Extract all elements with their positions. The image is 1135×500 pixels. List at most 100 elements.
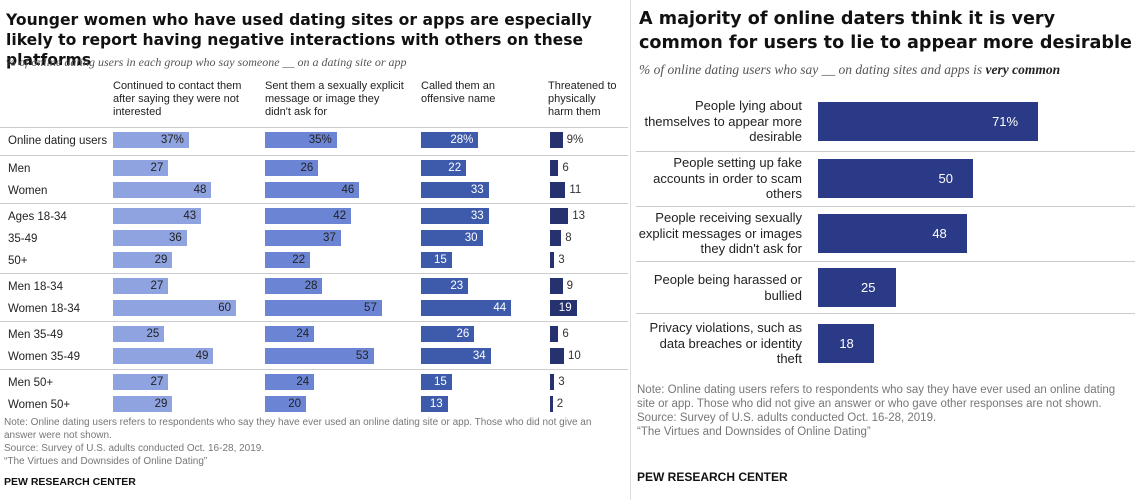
bar [421,374,452,390]
bar [421,208,489,224]
bar-value-label: 23 [450,280,464,292]
category-label: People being harassed or bullied [653,272,802,303]
bar [113,300,236,316]
subtitle-text: % of online dating users who say __ on d… [639,62,986,77]
group-separator [0,155,628,156]
left-chart-panel: Younger women who have used dating sites… [0,11,628,488]
bar [421,182,489,198]
bar-value-label: 53 [355,350,369,362]
subtitle-emphasis: very common [985,62,1061,77]
bar [550,132,563,148]
bar-value-label: 48 [193,184,207,196]
bar [265,396,306,412]
bar-value-label: 6 [562,328,569,340]
bar [113,182,212,198]
bar-value-label: 42 [333,210,347,222]
category-label: People setting up fake accounts in order… [653,155,802,201]
row-label: Men [8,163,31,175]
panel-divider [630,0,631,500]
bar [265,160,319,176]
column-header-3: Called them an offensive name [421,80,496,105]
bar [550,252,555,268]
bar-value-label: 46 [341,184,355,196]
bar-value-label: 24 [296,376,310,388]
left-chart-note: Note: Online dating users refers to resp… [4,416,624,468]
bar [113,374,169,390]
bar [550,230,562,246]
right-chart-subtitle: % of online dating users who say __ on d… [639,62,1060,78]
bar [550,208,569,224]
bar-value-label: 15 [433,376,447,388]
bar-value-label: 29 [154,398,168,410]
bar-value-label: 8 [565,232,572,244]
bar-value-label: 27 [150,376,164,388]
bar-value-label: 34 [472,350,486,362]
bar-value-label: 6 [562,162,569,174]
bar-value-label: 35% [308,134,332,146]
bar-value-label: 37 [323,232,336,244]
bar [113,230,187,246]
left-chart-title: Younger women who have used dating sites… [6,11,592,69]
bar-value-label: 60 [218,302,231,314]
row-label: Online dating users [8,135,108,147]
bar [113,160,169,176]
bar-value-label: 27 [150,162,164,174]
bar-value-label: 33 [470,210,484,222]
bar-value-label: 2 [556,398,564,410]
bar [265,300,382,316]
bar-value-label: 22 [448,162,462,174]
bar-value-label: 18 [839,336,854,351]
row-label: Women 35-49 [8,351,81,363]
column-header-1: Continued to contact them after saying t… [113,80,242,118]
row-label: Women [8,185,48,197]
bar [818,214,967,253]
bar [113,208,202,224]
group-separator [0,127,628,128]
category-label: People receiving sexually explicit messa… [638,210,802,256]
bar [818,324,874,363]
row-separator [636,206,1135,207]
column-header-2: Sent them a sexually explicit message or… [265,80,404,118]
right-chart-title: A majority of online daters think it is … [639,9,1132,53]
source-text: Source: Survey of U.S. adults conducted … [637,412,937,424]
bar [818,102,1039,141]
bar-value-label: 25 [146,328,160,340]
pew-brand-label: PEW RESEARCH CENTER [4,476,136,488]
bar-value-label: 11 [569,184,582,196]
bar [421,396,448,412]
bar-value-label: 13 [429,398,443,410]
bar [818,268,896,307]
row-separator [636,151,1135,152]
row-label: Ages 18-34 [8,211,67,223]
category-label: People lying about themselves to appear … [644,98,802,144]
bar [265,374,315,390]
bar-value-label: 9 [566,280,573,292]
column-header-4: Threatened to physically harm them [548,80,617,118]
bar-value-label: 3 [558,254,565,266]
bar [421,300,512,316]
note-text: Note: Online dating users refers to resp… [637,384,1116,410]
bar [265,230,341,246]
category-label: Privacy violations, such as data breache… [649,320,802,366]
row-label: Men 50+ [8,377,54,389]
bar [421,348,491,364]
bar-value-label: 13 [572,210,585,222]
row-label: Men 35-49 [8,329,63,341]
bar [421,278,469,294]
bar [550,300,577,316]
bar-value-label: 57 [364,302,377,314]
bar [550,374,555,390]
bar [421,326,475,342]
bar [265,348,374,364]
bar-value-label: 9% [566,134,584,146]
bar-value-label: 25 [861,280,876,295]
bar-value-label: 26 [456,328,470,340]
bar-value-label: 44 [493,302,507,314]
bar-value-label: 50 [938,171,953,186]
bar [265,208,352,224]
bar-value-label: 71% [992,114,1019,129]
bar [550,396,553,412]
group-separator [0,321,628,322]
bar-value-label: 19 [558,302,572,314]
bar-value-label: 15 [433,254,447,266]
